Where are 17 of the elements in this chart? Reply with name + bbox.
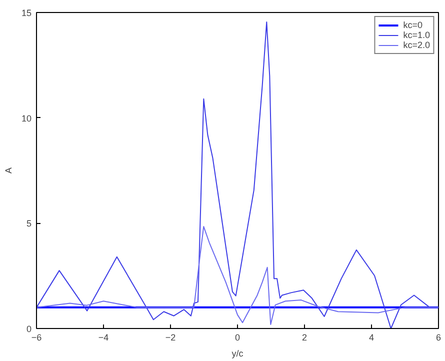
legend-label: kc=0 — [403, 20, 424, 30]
x-tick-label: 4 — [368, 332, 374, 342]
y-axis-title: A — [3, 167, 14, 174]
y-tick-label: 15 — [21, 8, 32, 18]
x-tick-label: 0 — [234, 332, 240, 342]
legend-label: kc=2.0 — [403, 40, 430, 50]
line-series — [36, 226, 438, 325]
y-tick-label: 10 — [21, 113, 32, 124]
x-tick-label: −6 — [31, 332, 42, 342]
y-tick-label: 5 — [26, 218, 32, 229]
x-tick-label: 6 — [436, 332, 442, 342]
x-axis-title: y/c — [232, 348, 244, 358]
x-tick-label: −4 — [98, 332, 109, 342]
y-tick-label: 0 — [26, 324, 32, 334]
x-tick-label: 2 — [302, 332, 308, 342]
legend-label: kc=1.0 — [403, 30, 430, 40]
x-tick-label: −2 — [165, 332, 176, 342]
